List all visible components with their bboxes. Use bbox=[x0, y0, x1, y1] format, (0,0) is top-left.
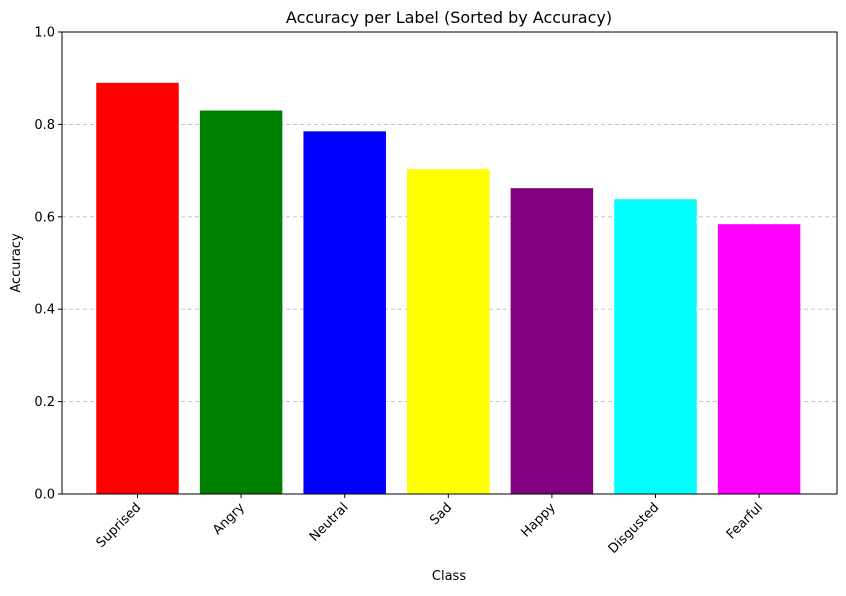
bar-sad bbox=[407, 169, 490, 495]
y-axis-ticks: 0.0 0.2 0.4 0.6 0.8 1.0 bbox=[34, 26, 62, 503]
y-tick-label: 1.0 bbox=[34, 26, 55, 41]
x-tick-label: Angry bbox=[210, 500, 248, 538]
x-tick-label: Disgusted bbox=[606, 500, 663, 557]
bar-suprised bbox=[96, 82, 179, 494]
bar-happy bbox=[510, 188, 594, 494]
y-tick-label: 0.8 bbox=[34, 118, 55, 133]
x-tick-label: Happy bbox=[518, 500, 558, 540]
y-tick-label: 0.6 bbox=[34, 210, 55, 225]
bar-neutral bbox=[303, 131, 386, 494]
x-axis-ticks: Suprised Angry Neutral Sad Happy Disgusted Fea… bbox=[94, 494, 766, 557]
bar-fearful bbox=[717, 224, 801, 494]
x-tick-label: Suprised bbox=[94, 500, 145, 551]
x-tick-label: Neutral bbox=[307, 500, 352, 545]
x-tick-label: Fearful bbox=[724, 500, 766, 542]
x-axis-label: Class bbox=[432, 569, 466, 584]
y-axis-label: Accuracy bbox=[9, 233, 24, 293]
chart-title: Accuracy per Label (Sorted by Accuracy) bbox=[286, 8, 612, 27]
bar-angry bbox=[199, 110, 283, 494]
y-tick-label: 0.0 bbox=[34, 488, 55, 503]
x-tick-label: Sad bbox=[427, 500, 455, 528]
bars bbox=[96, 82, 801, 495]
y-tick-label: 0.2 bbox=[34, 395, 55, 410]
y-tick-label: 0.4 bbox=[34, 303, 55, 318]
bar-disgusted bbox=[614, 199, 697, 494]
plot-frame bbox=[61, 31, 838, 495]
